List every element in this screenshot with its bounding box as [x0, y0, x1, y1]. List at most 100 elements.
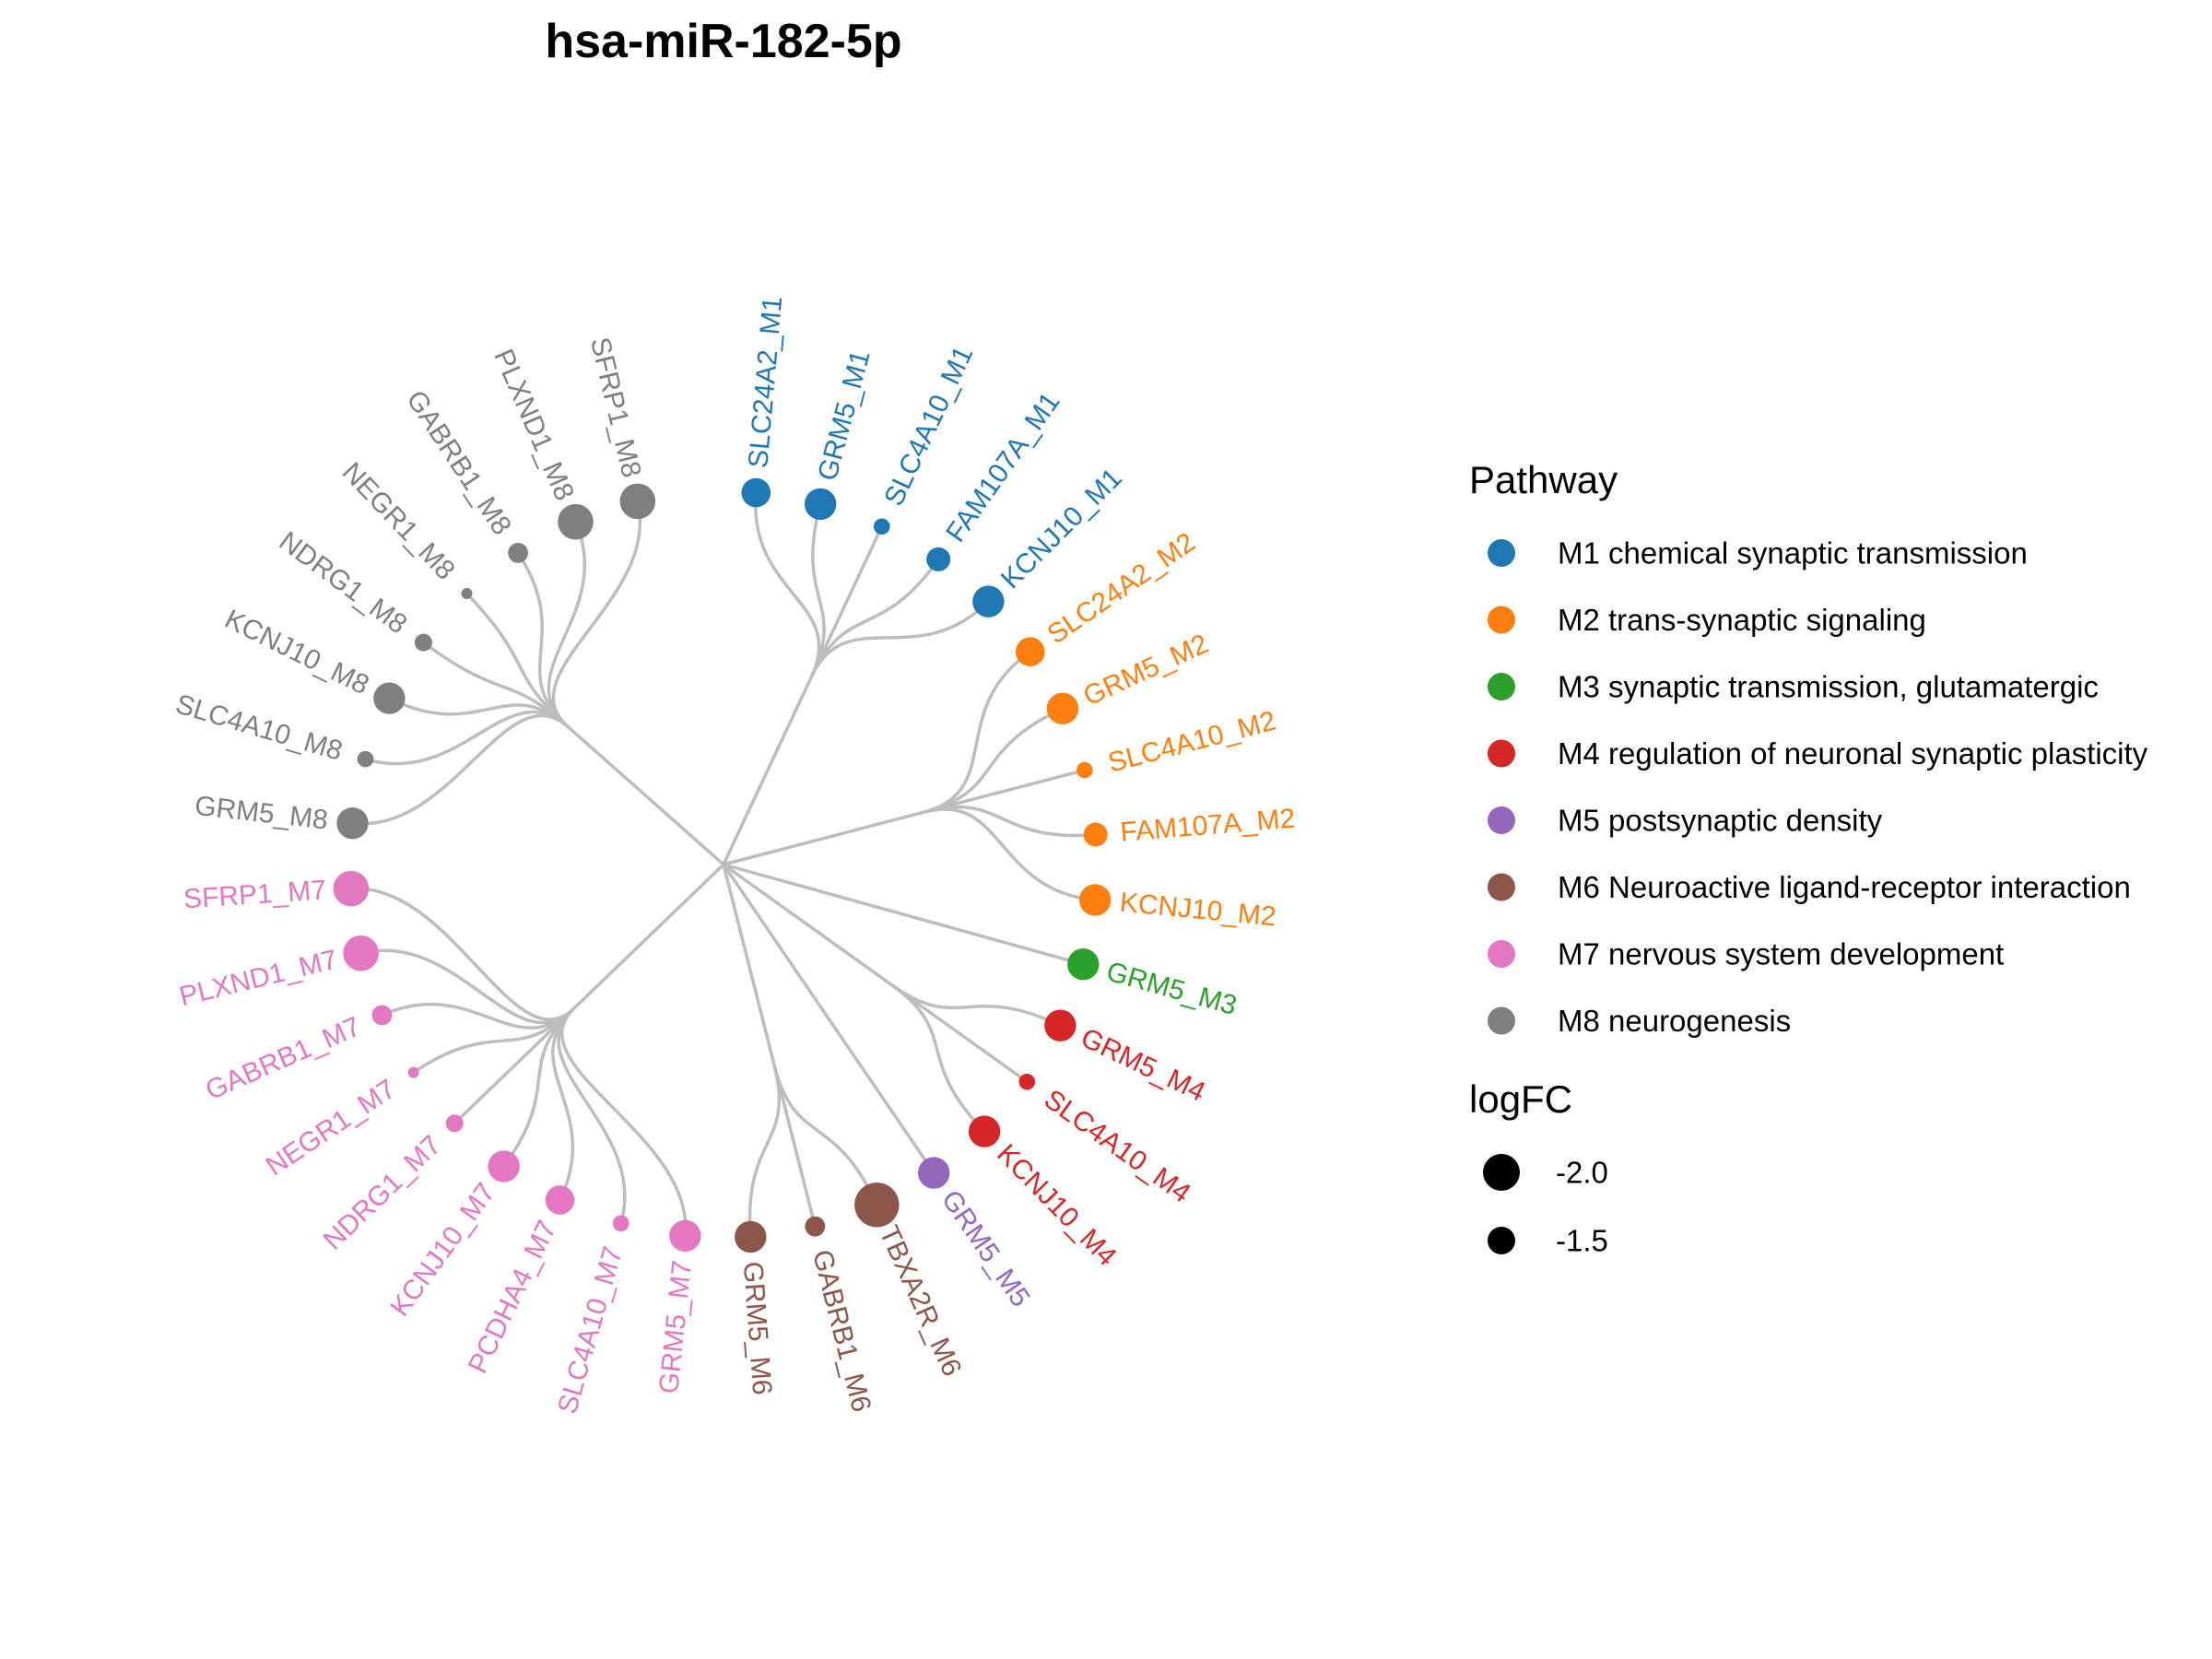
legend-pathway-entries: M1 chemical synaptic transmission M2 tran… [1488, 536, 2148, 1038]
leaf-node-SLC4A10_M2 [1077, 761, 1093, 779]
leaf-node-GRM5_M3 [1067, 948, 1100, 981]
leaf-label: KCNJ10_M2 [1118, 888, 1277, 933]
legend-swatch-M6 [1488, 873, 1515, 901]
leaf-label: GABRB1_M8 [400, 385, 517, 541]
leaf-label: GRM5_M2 [1079, 629, 1214, 712]
legend-label-M7: M7 nervous system development [1558, 937, 2004, 971]
legend-label-M6: M6 Neuroactive ligand-receptor interacti… [1558, 870, 2131, 904]
edge-SLC4A10_M1 [809, 525, 884, 677]
legend-swatch-M7 [1488, 940, 1515, 968]
leaf-label: GABRB1_M7 [201, 1011, 365, 1106]
edge-SFRP1_M7 [350, 887, 576, 1021]
edge-SLC4A10_M2 [924, 768, 1086, 814]
edge-KCNJ10_M7 [502, 1006, 576, 1168]
legend-logfc-title: logFC [1469, 1077, 1572, 1121]
edge-NEGR1_M8 [465, 592, 570, 729]
edge-KCNJ10_M2 [924, 807, 1096, 902]
edge-GRM5_M1 [809, 503, 826, 677]
leaf-node-GABRB1_M6 [805, 1216, 826, 1237]
leaf-node-SLC4A10_M7 [612, 1215, 629, 1232]
edge-PLXND1_M7 [360, 948, 576, 1025]
leaf-node-FAM107A_M2 [1083, 822, 1108, 847]
edge-root-M2 [723, 810, 925, 866]
edge-SLC4A10_M4 [890, 983, 1029, 1084]
edge-root-M7 [572, 863, 725, 1010]
leaf-label: SLC4A10_M1 [878, 342, 979, 511]
legend-swatch-M5 [1488, 806, 1515, 834]
leaf-node-SLC24A2_M2 [1015, 637, 1045, 666]
legend-swatch-M4 [1488, 739, 1515, 768]
leaf-node-KCNJ10_M1 [972, 585, 1005, 618]
leaf-label: SFRP1_M7 [182, 875, 327, 914]
leaf-node-SLC4A10_M4 [1018, 1073, 1036, 1090]
edge-GABRB1_M8 [516, 551, 570, 729]
legend-label-M5: M5 postsynaptic density [1558, 804, 1883, 838]
leaf-label: GRM5_M1 [812, 347, 877, 484]
edge-KCNJ10_M8 [388, 697, 570, 729]
chart-title: hsa-miR-182-5p [545, 15, 901, 68]
leaf-node-KCNJ10_M2 [1078, 884, 1112, 916]
leaf-node-SFRP1_M8 [619, 483, 656, 520]
leaf-node-GRM5_M2 [1046, 692, 1079, 724]
edge-GRM5_M5 [722, 864, 935, 1174]
leaf-node-NEGR1_M8 [461, 587, 473, 599]
tree-edges [350, 492, 1096, 1238]
leaf-label: PCDHA4_M7 [463, 1216, 563, 1378]
leaf-label: NDRG1_M8 [274, 526, 413, 641]
leaf-node-GRM5_M8 [336, 807, 369, 840]
leaf-label: GABRB1_M6 [806, 1247, 877, 1416]
legend-swatch-M2 [1488, 606, 1515, 634]
leaf-label: FAM107A_M2 [1119, 804, 1296, 848]
edge-GRM5_M7 [559, 1006, 688, 1237]
leaf-label: SLC4A10_M8 [172, 688, 347, 766]
leaf-node-PCDHA4_M7 [545, 1185, 575, 1215]
edge-root-M6 [722, 864, 776, 1066]
leaf-node-NDRG1_M8 [414, 633, 432, 652]
edge-GABRB1_M7 [381, 1003, 576, 1030]
legend-swatch-M8 [1488, 1006, 1515, 1035]
leaf-node-SFRP1_M7 [333, 870, 370, 907]
leaf-label: KCNJ10_M7 [384, 1178, 501, 1323]
leaf-node-PLXND1_M7 [343, 935, 379, 971]
leaf-node-GABRB1_M7 [371, 1005, 393, 1026]
leaf-label: KCNJ10_M4 [991, 1138, 1122, 1272]
leaf-label: NEGR1_M8 [336, 457, 461, 586]
edge-TBXA2R_M6 [772, 1065, 878, 1206]
leaf-label: SLC24A2_M1 [743, 295, 788, 469]
edge-GRM5_M2 [924, 707, 1064, 814]
leaf-node-GRM5_M5 [918, 1157, 950, 1189]
legend-size-label: -1.5 [1556, 1224, 1608, 1258]
edge-GRM5_M3 [723, 863, 1084, 966]
edge-KCNJ10_M1 [809, 600, 990, 677]
edge-PLXND1_M8 [547, 521, 587, 729]
leaf-label: GRM5_M7 [653, 1259, 698, 1395]
leaf-label: NEGR1_M7 [261, 1074, 402, 1182]
leaf-label: NDRG1_M7 [318, 1130, 448, 1256]
leaf-node-KCNJ10_M4 [968, 1115, 1001, 1147]
leaf-label: KCNJ10_M1 [995, 463, 1128, 594]
edge-FAM107A_M2 [924, 805, 1096, 838]
leaf-node-SLC4A10_M1 [874, 518, 890, 535]
edge-GRM5_M6 [747, 1065, 782, 1238]
leaf-node-GRM5_M4 [1044, 1009, 1077, 1041]
leaf-node-GRM5_M6 [735, 1220, 767, 1253]
edge-NDRG1_M7 [453, 1006, 576, 1125]
edge-SLC4A10_M7 [557, 1006, 627, 1224]
leaf-label: SLC4A10_M2 [1105, 706, 1279, 779]
leaf-node-SLC24A2_M1 [741, 477, 771, 508]
legend-swatch-M3 [1488, 673, 1515, 700]
edge-root-M8 [567, 725, 725, 866]
edge-root-M4 [722, 863, 893, 987]
leaf-label: GRM5_M5 [935, 1185, 1036, 1312]
edge-SLC4A10_M8 [364, 710, 570, 766]
legend-logfc-entries: -2.0 -1.5 [1483, 1154, 1608, 1258]
leaf-label: KCNJ10_M8 [220, 604, 374, 700]
legend-label-M8: M8 neurogenesis [1558, 1004, 1791, 1038]
leaf-node-NEGR1_M7 [407, 1066, 419, 1078]
legend-pathway-title: Pathway [1469, 458, 1618, 501]
edge-GRM5_M4 [890, 983, 1062, 1028]
legend-size-label: -2.0 [1556, 1156, 1608, 1190]
legend-label-M1: M1 chemical synaptic transmission [1558, 536, 2028, 571]
leaf-label: TBXA2R_M6 [873, 1221, 967, 1381]
